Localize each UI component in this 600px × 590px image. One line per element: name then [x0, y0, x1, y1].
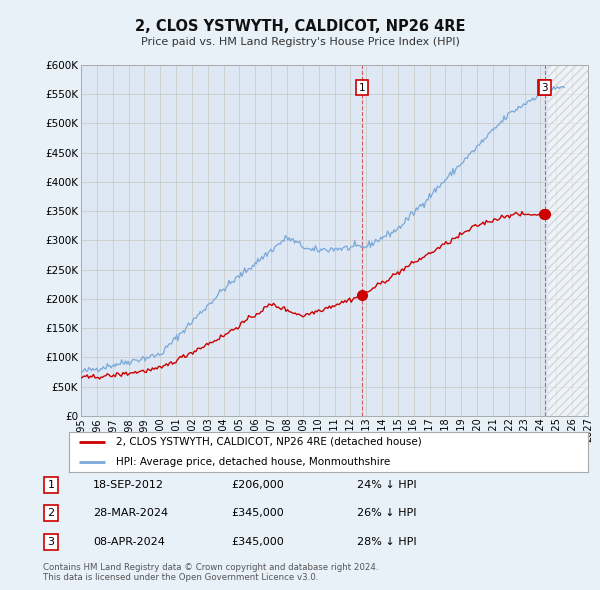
Bar — [548, 65, 588, 416]
Text: 2: 2 — [47, 509, 55, 518]
Text: 1: 1 — [358, 83, 365, 93]
Text: Price paid vs. HM Land Registry's House Price Index (HPI): Price paid vs. HM Land Registry's House … — [140, 37, 460, 47]
Text: 08-APR-2024: 08-APR-2024 — [93, 537, 165, 546]
Text: HPI: Average price, detached house, Monmouthshire: HPI: Average price, detached house, Monm… — [116, 457, 390, 467]
Text: 2, CLOS YSTWYTH, CALDICOT, NP26 4RE: 2, CLOS YSTWYTH, CALDICOT, NP26 4RE — [135, 19, 465, 34]
Text: £345,000: £345,000 — [231, 537, 284, 546]
Text: £206,000: £206,000 — [231, 480, 284, 490]
Text: 3: 3 — [47, 537, 55, 546]
Text: Contains HM Land Registry data © Crown copyright and database right 2024.
This d: Contains HM Land Registry data © Crown c… — [43, 563, 379, 582]
Text: 28% ↓ HPI: 28% ↓ HPI — [357, 537, 416, 546]
Text: 24% ↓ HPI: 24% ↓ HPI — [357, 480, 416, 490]
Text: 2, CLOS YSTWYTH, CALDICOT, NP26 4RE (detached house): 2, CLOS YSTWYTH, CALDICOT, NP26 4RE (det… — [116, 437, 421, 447]
Text: 1: 1 — [47, 480, 55, 490]
Text: 3: 3 — [541, 83, 548, 93]
Text: 28-MAR-2024: 28-MAR-2024 — [93, 509, 168, 518]
Text: 26% ↓ HPI: 26% ↓ HPI — [357, 509, 416, 518]
Text: 18-SEP-2012: 18-SEP-2012 — [93, 480, 164, 490]
Text: £345,000: £345,000 — [231, 509, 284, 518]
Text: 2: 2 — [541, 83, 548, 93]
